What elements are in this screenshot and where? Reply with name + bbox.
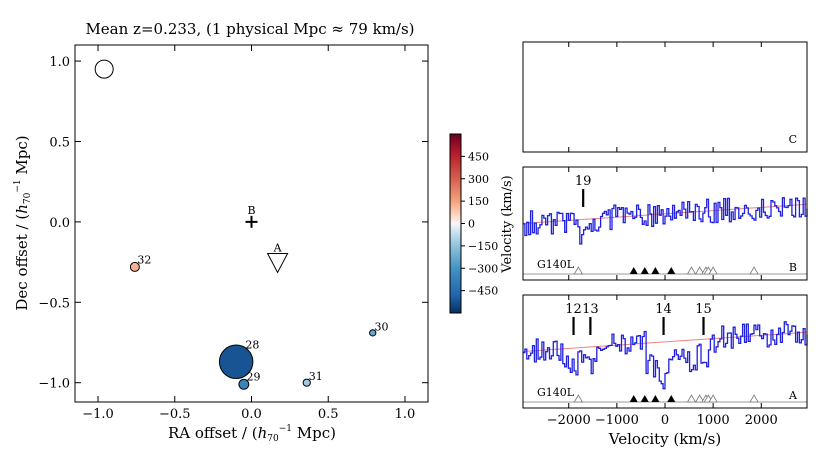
spectrum-x-tick-label: 2000 [745, 413, 778, 428]
colorbar-tick-label: −300 [468, 262, 498, 275]
absorber-label: 15 [695, 302, 712, 317]
galaxy-velocity-marker-open [694, 266, 705, 275]
galaxy-velocity-marker-filled [651, 267, 660, 274]
y-tick-label: −0.5 [38, 296, 70, 311]
colorbar-tick-label: 450 [468, 150, 489, 163]
spectrum-flux-line [523, 197, 808, 245]
galaxy-velocity-marker-open [708, 394, 718, 403]
galaxy-point [369, 329, 377, 337]
galaxy-velocity-marker-filled [629, 395, 638, 402]
galaxy-point [218, 344, 254, 380]
galaxy-velocity-marker-filled [640, 267, 649, 274]
galaxy-label: 30 [374, 320, 388, 333]
galaxy-point [302, 378, 311, 387]
sightline-label: A [273, 241, 283, 254]
sightline-panel-label: A [788, 389, 798, 402]
x-tick-label: −1.0 [82, 407, 114, 422]
x-tick-label: −0.5 [159, 407, 191, 422]
spectrum-x-tick-label: −1000 [595, 413, 639, 428]
spectrum-panel-B: 19 G140L B [522, 166, 808, 281]
galaxy-velocity-marker-filled [629, 267, 638, 274]
colorbar-tick-label: 150 [468, 195, 489, 208]
galaxy-velocity-marker-open [686, 394, 697, 403]
grating-label: G140L [537, 386, 575, 399]
galaxy-velocity-marker-filled [640, 395, 649, 402]
galaxy-velocity-marker-open [708, 266, 718, 275]
absorber-label: 19 [575, 174, 592, 189]
galaxy-velocity-marker-open [749, 394, 759, 403]
x-tick-label: 0.5 [318, 407, 339, 422]
galaxy-velocity-marker-open [573, 394, 584, 403]
colorbar: 450 300 150 0 −150 −300 −450 [449, 133, 498, 314]
chart-title: Mean z=0.233, (1 physical Mpc ≈ 79 km/s) [85, 20, 414, 38]
y-axis-label: Dec offset / (h70−1 Mpc) [13, 135, 33, 310]
galaxy-velocity-marker-open [749, 266, 759, 275]
galaxy-label: 32 [137, 253, 151, 266]
galaxy-point [238, 378, 250, 390]
absorber-label: 14 [655, 302, 672, 317]
colorbar-tick-label: 0 [468, 218, 475, 231]
spectrum-x-tick-label: −2000 [547, 413, 591, 428]
sightline-panel-label: B [789, 261, 797, 274]
spectrum-panel-C: C [522, 41, 808, 153]
spectrum-x-tick-label: 1000 [697, 413, 730, 428]
sightline-label: B [247, 204, 255, 217]
y-tick-label: −1.0 [38, 377, 70, 392]
colorbar-tick-label: 300 [468, 173, 489, 186]
spectra-panels: C 19 G140L B 12 13 14 15 G140L A −2000 −1000 0 1000 20… [522, 41, 808, 428]
x-tick-label: 1.0 [395, 407, 416, 422]
colorbar-tick-label: −150 [468, 240, 498, 253]
spectrum-frame [522, 41, 808, 153]
spectrum-x-tick-label: 0 [661, 413, 669, 428]
x-axis-label: RA offset / (h70−1 Mpc) [168, 424, 336, 444]
sightline-marker [245, 215, 258, 228]
galaxy-velocity-marker-filled [651, 395, 660, 402]
colorbar-ticks: 450 300 150 0 −150 −300 −450 [461, 150, 498, 298]
galaxy-velocity-marker-filled [667, 395, 676, 402]
absorber-label: 13 [582, 302, 599, 317]
colorbar-gradient [449, 133, 462, 314]
galaxy-label: 31 [309, 370, 323, 383]
y-tick-label: 0.5 [49, 135, 70, 150]
spectra-y-axis-label: Velocity (km/s) [500, 175, 515, 273]
spectrum-panel-A: 12 13 14 15 G140L A [522, 294, 808, 409]
sightline-panel-label: C [789, 133, 797, 146]
galaxy-velocity-marker-open [573, 266, 584, 275]
galaxy-label: 29 [247, 370, 261, 383]
scatter-points: 32 28 29 31 30 B A [94, 59, 388, 390]
galaxy-velocity-marker-filled [667, 267, 676, 274]
y-tick-label: 0.0 [49, 216, 70, 231]
reference-circle [94, 59, 114, 79]
galaxy-point [129, 261, 140, 272]
scatter-ticks: −1.0 −0.5 0.0 0.5 1.0 −1.0 −0.5 0.0 0.5 1.0 [38, 45, 428, 422]
absorber-label: 12 [565, 302, 582, 317]
galaxy-velocity-marker-open [694, 394, 705, 403]
scatter-panel: Mean z=0.233, (1 physical Mpc ≈ 79 km/s)… [13, 20, 429, 444]
continuum-fit-line [522, 331, 808, 352]
spectra-x-axis-label: Velocity (km/s) [608, 430, 721, 448]
x-tick-label: 0.0 [241, 407, 262, 422]
galaxy-velocity-marker-open [686, 266, 697, 275]
spectrum-flux-line [523, 321, 808, 390]
colorbar-tick-label: −450 [468, 285, 498, 298]
sightline-marker [266, 252, 289, 274]
scatter-frame [74, 44, 429, 403]
galaxy-label: 28 [245, 338, 259, 351]
y-tick-label: 1.0 [49, 55, 70, 70]
grating-label: G140L [537, 258, 575, 271]
